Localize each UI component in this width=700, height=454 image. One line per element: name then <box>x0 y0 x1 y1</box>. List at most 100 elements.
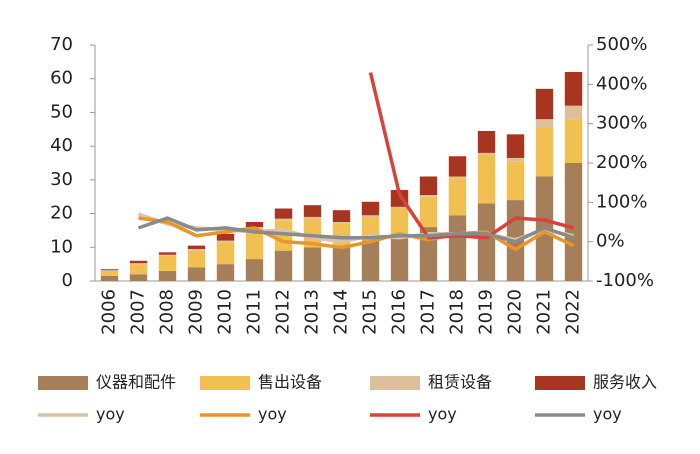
yoy-line <box>368 72 574 240</box>
y2-tick-label: 400% <box>596 73 647 94</box>
legend-label: yoy <box>428 405 457 424</box>
x-tick-label: 2018 <box>447 289 468 335</box>
legend-label: yoy <box>593 405 622 424</box>
bar-segment <box>361 201 380 216</box>
bar-segment <box>448 176 467 179</box>
y2-tick-label: 0% <box>596 231 625 252</box>
legend-label: 租赁设备 <box>428 373 492 392</box>
bar-segment <box>390 208 409 238</box>
bar-segment <box>274 250 293 281</box>
y-tick-label: 0 <box>62 270 73 291</box>
bar-segment <box>129 274 148 281</box>
x-tick-label: 2020 <box>505 289 526 335</box>
legend-label: yoy <box>258 405 287 424</box>
bar-segment <box>303 205 322 217</box>
bar-segment <box>535 88 554 120</box>
bar-segment <box>535 127 554 177</box>
bar-segment <box>187 267 206 281</box>
bar-segment <box>187 245 206 249</box>
x-tick-label: 2009 <box>186 289 207 335</box>
bar-segment <box>100 270 119 271</box>
x-tick-label: 2019 <box>476 289 497 335</box>
bar-segment <box>303 247 322 281</box>
y-tick-label: 30 <box>50 169 73 190</box>
bar-segment <box>448 156 467 177</box>
bar-segment <box>390 237 409 281</box>
bar-segment <box>448 178 467 216</box>
bar-segment <box>506 134 525 158</box>
bar-segment <box>245 259 264 281</box>
bar-segment <box>274 218 293 221</box>
y-tick-label: 10 <box>50 236 73 257</box>
y-tick-label: 60 <box>50 68 73 89</box>
bar-segment <box>187 248 206 251</box>
x-tick-label: 2017 <box>418 289 439 335</box>
bar-segment <box>303 218 322 248</box>
bar-segment <box>477 152 496 155</box>
legend-label: 仪器和配件 <box>96 373 176 392</box>
bar-segment <box>535 119 554 128</box>
bar-segment <box>477 130 496 153</box>
x-tick-label: 2015 <box>360 289 381 335</box>
y2-tick-label: 100% <box>596 191 647 212</box>
bar-segment <box>158 255 177 271</box>
x-tick-label: 2007 <box>128 289 149 335</box>
x-tick-label: 2014 <box>331 289 352 335</box>
x-tick-label: 2008 <box>157 289 178 335</box>
bar-segment <box>216 240 235 243</box>
bar-segment <box>332 247 351 281</box>
bar-segment <box>129 260 148 264</box>
legend-swatch <box>535 376 585 390</box>
bar-segment <box>564 163 583 281</box>
x-tick-label: 2022 <box>563 289 584 335</box>
y-tick-label: 50 <box>50 101 73 122</box>
bar-segment <box>332 223 351 248</box>
bar-segment <box>419 176 438 196</box>
y-tick-label: 20 <box>50 203 73 224</box>
bar-segment <box>564 105 583 120</box>
bar-segment <box>419 196 438 228</box>
bar-segment <box>158 254 177 256</box>
yoy-line <box>138 216 575 252</box>
x-tick-label: 2010 <box>215 289 236 335</box>
y-tick-label: 70 <box>50 34 73 55</box>
legend-label: 售出设备 <box>258 373 322 392</box>
bar-segment <box>477 154 496 204</box>
y2-tick-label: 300% <box>596 113 647 134</box>
bar-segment <box>100 269 119 271</box>
bar-segment <box>477 203 496 281</box>
y-tick-label: 40 <box>50 135 73 156</box>
x-tick-label: 2016 <box>389 289 410 335</box>
bar-segment <box>332 210 351 222</box>
bar-segment <box>361 215 380 217</box>
bar-segment <box>245 228 264 260</box>
x-tick-label: 2006 <box>99 289 120 335</box>
legend-swatch <box>200 376 250 390</box>
bar-segment <box>216 264 235 281</box>
legend-label: 服务收入 <box>593 373 657 392</box>
bar-segment <box>129 264 148 275</box>
bar-segment <box>245 222 264 228</box>
bar-segment <box>158 270 177 281</box>
bar-segment <box>274 208 293 219</box>
bar-segment <box>564 71 583 106</box>
bar-segment <box>390 206 409 209</box>
x-tick-label: 2012 <box>273 289 294 335</box>
bar-segment <box>564 119 583 163</box>
bar-segment <box>100 275 119 281</box>
bar-segment <box>216 233 235 241</box>
bar-segment <box>303 216 322 219</box>
x-tick-label: 2021 <box>534 289 555 335</box>
bar-segment <box>158 252 177 255</box>
bar-segment <box>187 250 206 268</box>
bar-segment <box>100 270 119 276</box>
bar-segment <box>506 157 525 162</box>
bar-segment <box>506 161 525 201</box>
bar-segment <box>419 195 438 197</box>
bar-segment <box>448 215 467 281</box>
legend-label: yoy <box>96 405 125 424</box>
bar-segment <box>129 263 148 265</box>
x-tick-label: 2013 <box>302 289 323 335</box>
bar-segment <box>361 240 380 281</box>
